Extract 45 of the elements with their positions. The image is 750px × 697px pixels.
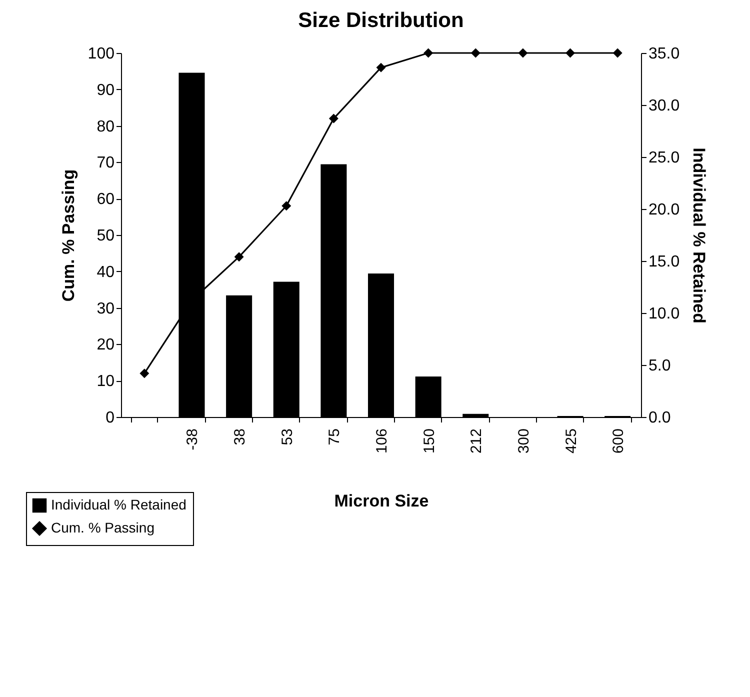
y-tick-label: 0 [106,410,115,426]
chart-title: Size Distribution [298,9,464,32]
y-tick-label: 20 [96,336,115,354]
x-tick-label: 150 [420,428,438,454]
y2-tick-label: 30.0 [648,98,680,114]
y-tick-label: 60 [96,191,115,208]
point [424,48,434,58]
y2-tick-label: 20.0 [648,202,680,218]
y-tick-label: 70 [96,154,115,172]
point [612,48,622,58]
x-axis-title: Micron Size [334,492,429,511]
y-tick-label: 40 [96,264,115,281]
y2-tick-label: 0.0 [648,410,671,426]
x-tick-label: 53 [278,428,296,446]
y-tick-label: 90 [96,82,115,99]
y-tick-label: 100 [88,46,115,62]
y-tick-label: 10 [96,373,115,390]
x-tick-label: 425 [562,428,580,454]
point [518,48,528,58]
y2-tick-label: 35.0 [648,46,680,62]
point [328,114,338,124]
y-axis-title: Cum. % Passing [58,169,78,302]
point [566,48,576,58]
x-tick-label: -38 [184,428,202,450]
x-tick-label: 106 [374,428,390,454]
x-tick-label: 600 [610,428,628,454]
x-tick-label: 300 [515,428,532,454]
legend-label: Cum. % Passing [51,520,154,536]
y2-tick-label: 15.0 [648,254,680,270]
point [282,201,292,211]
x-tick-label: 38 [232,428,249,446]
y-tick-label: 50 [96,228,115,244]
y2-tick-label: 10.0 [648,306,680,322]
y2-tick-label: 5.0 [648,358,671,374]
y-tick-label: 80 [96,118,115,136]
x-tick-label: 75 [326,428,344,446]
legend-label: Individual % Retained [51,496,186,512]
point [234,252,244,262]
point [140,368,150,378]
point [376,62,386,72]
y2-axis-title: Individual % Retained [690,148,709,324]
point [470,48,480,58]
y2-tick-label: 25.0 [648,150,680,166]
y-tick-label: 30 [96,300,115,318]
x-tick-label: 212 [468,428,486,454]
